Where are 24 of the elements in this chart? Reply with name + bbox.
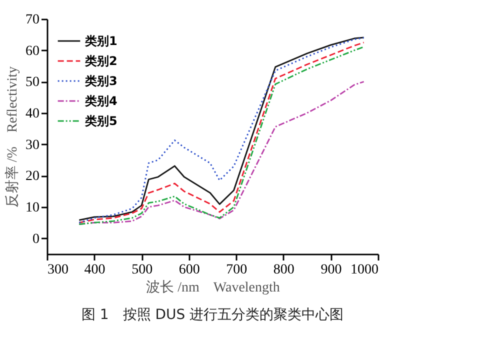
y-tick-label: 50 <box>26 75 40 90</box>
y-axis-title: 反射率 /% Reflectivity <box>4 66 20 208</box>
y-tick-label: 70 <box>26 12 40 28</box>
caption: 图 1 按照 DUS 进行五分类的聚类中心图 <box>81 307 344 323</box>
x-tick-label: 1000 <box>350 262 378 278</box>
x-tick-label: 700 <box>226 262 248 278</box>
x-tick-label: 600 <box>178 262 200 278</box>
x-axis-title: 波长 /nm Wavelength <box>146 280 280 296</box>
y-tick-label: 20 <box>26 169 40 184</box>
x-tick-label: 300 <box>48 262 68 278</box>
x-tick-label: 500 <box>132 262 153 278</box>
legend-label: 类别2 <box>84 54 118 68</box>
legend-label: 类别4 <box>84 94 118 108</box>
y-tick-label: 0 <box>32 232 40 247</box>
y-tick-label: 60 <box>26 44 40 59</box>
y-tick-label: 10 <box>26 200 40 216</box>
legend-label: 类别5 <box>84 114 118 128</box>
y-tick-label: 30 <box>26 138 40 153</box>
legend-label: 类别1 <box>84 34 118 48</box>
legend-label: 类别3 <box>84 74 118 88</box>
x-tick-label: 900 <box>320 262 342 278</box>
y-tick-label: 40 <box>26 106 40 122</box>
x-tick-label: 800 <box>273 262 294 278</box>
x-tick-label: 400 <box>84 262 106 278</box>
